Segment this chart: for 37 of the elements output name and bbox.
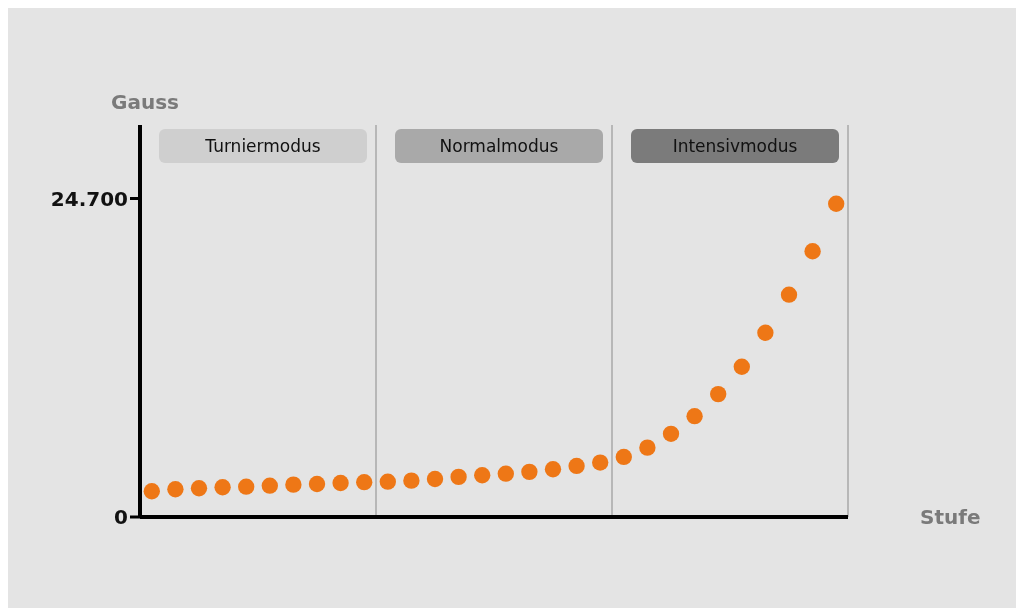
point <box>544 461 562 478</box>
point <box>757 324 774 341</box>
point <box>450 468 467 486</box>
point <box>379 473 396 490</box>
point <box>332 474 349 492</box>
annotation: Normalmodus <box>439 136 559 156</box>
point <box>190 480 208 497</box>
point <box>639 439 656 456</box>
point <box>426 470 444 488</box>
point <box>686 408 703 425</box>
point <box>828 195 845 212</box>
point <box>356 474 373 491</box>
point <box>403 472 420 489</box>
point <box>214 479 231 496</box>
annotation: Intensivmodus <box>672 136 798 156</box>
point <box>497 465 514 482</box>
point <box>285 476 302 493</box>
point <box>167 481 184 498</box>
point <box>474 467 491 484</box>
y-tick-label: 24.700 <box>50 186 128 211</box>
point <box>261 477 278 494</box>
point <box>780 286 798 303</box>
annotation: Turniermodus <box>204 136 321 156</box>
point <box>733 358 750 375</box>
point <box>568 457 585 475</box>
point <box>804 243 821 260</box>
point <box>662 425 680 442</box>
y-axis-title: Gauss <box>111 90 179 114</box>
point <box>308 475 326 493</box>
point <box>143 483 160 500</box>
point <box>615 448 632 466</box>
y-tick-label: 0 <box>114 505 128 530</box>
x-axis-title: Stufe <box>920 505 981 529</box>
point <box>592 454 609 471</box>
point <box>238 478 255 495</box>
point <box>710 385 727 403</box>
point <box>521 463 538 481</box>
